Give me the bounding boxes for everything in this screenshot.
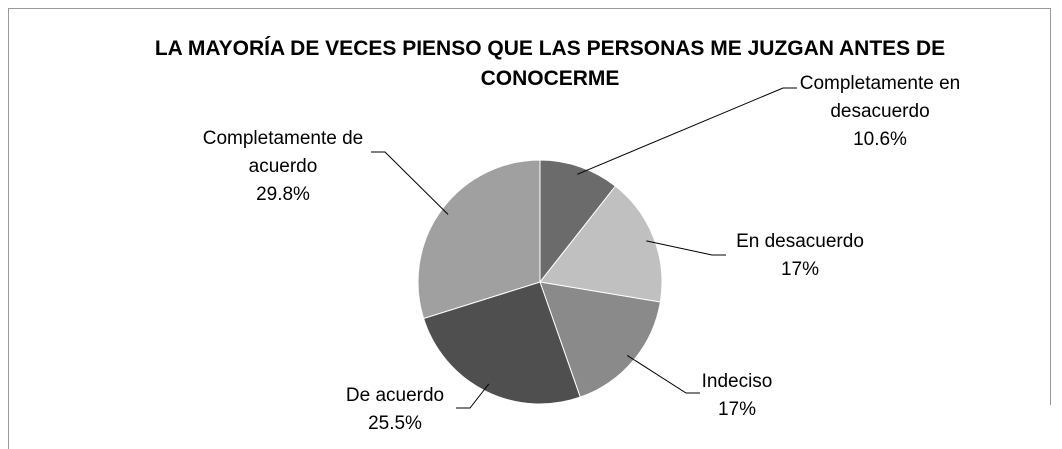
leader-line	[456, 383, 490, 409]
data-label: En desacuerdo 17%	[700, 228, 900, 284]
chart-frame	[8, 8, 1051, 449]
category-label: En desacuerdo	[736, 231, 864, 252]
data-label: Completamente en desacuerdo 10.6%	[780, 70, 980, 154]
category-label: Indeciso	[701, 371, 773, 392]
value-label: 17%	[717, 399, 757, 420]
data-label: Completamente de acuerdo 29.8%	[173, 125, 393, 209]
leader-line	[577, 87, 797, 175]
pie-slice	[539, 159, 617, 284]
pie-slice	[539, 281, 661, 398]
pie-slice	[539, 185, 663, 303]
pie-slice	[417, 159, 541, 320]
pie-slice	[422, 281, 581, 405]
category-label: De acuerdo	[345, 385, 445, 406]
leader-line	[371, 151, 449, 215]
value-label: 17%	[780, 259, 820, 280]
category-label: Completamente de acuerdo	[202, 128, 364, 177]
leader-line	[626, 354, 700, 394]
value-label: 10.6%	[853, 129, 907, 150]
leader-line	[646, 240, 726, 256]
value-label: 29.8%	[256, 184, 310, 205]
value-label: 25.5%	[368, 413, 422, 434]
data-label: De acuerdo 25.5%	[315, 382, 475, 438]
data-label: Indeciso 17%	[677, 368, 797, 424]
chart-title: LA MAYORÍA DE VECES PIENSO QUE LAS PERSO…	[154, 37, 946, 90]
category-label: Completamente en desacuerdo	[799, 73, 961, 122]
